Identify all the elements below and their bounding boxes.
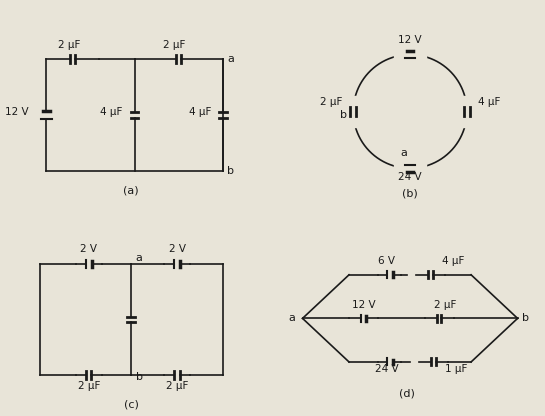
Text: 4 μF: 4 μF: [189, 107, 211, 117]
Text: (b): (b): [402, 189, 418, 199]
Text: b: b: [227, 166, 234, 176]
Text: (c): (c): [124, 400, 139, 410]
Text: 4 μF: 4 μF: [100, 107, 123, 117]
Text: 12 V: 12 V: [398, 35, 422, 45]
Text: a: a: [401, 148, 407, 158]
Text: 2 μF: 2 μF: [434, 300, 456, 310]
Text: 2 V: 2 V: [168, 244, 185, 254]
Text: a: a: [227, 54, 234, 64]
Text: 6 V: 6 V: [378, 256, 395, 266]
Text: b: b: [522, 313, 529, 323]
Text: 2 μF: 2 μF: [162, 40, 185, 50]
Text: 4 μF: 4 μF: [478, 97, 500, 107]
Text: 2 μF: 2 μF: [320, 97, 342, 107]
Text: a: a: [136, 253, 143, 262]
Text: 24 V: 24 V: [398, 172, 422, 182]
Text: 12 V: 12 V: [5, 107, 29, 117]
Text: (a): (a): [124, 186, 139, 196]
Text: 2 μF: 2 μF: [77, 381, 100, 391]
Text: b: b: [340, 110, 347, 120]
Text: a: a: [289, 313, 295, 323]
Text: b: b: [136, 371, 143, 381]
Text: 24 V: 24 V: [375, 364, 398, 374]
Text: (d): (d): [399, 389, 415, 399]
Text: 2 μF: 2 μF: [166, 381, 188, 391]
Text: 12 V: 12 V: [352, 300, 376, 310]
Text: 2 μF: 2 μF: [58, 40, 80, 50]
Text: 2 V: 2 V: [80, 244, 97, 254]
Text: 4 μF: 4 μF: [443, 256, 465, 266]
Text: 1 μF: 1 μF: [445, 364, 468, 374]
